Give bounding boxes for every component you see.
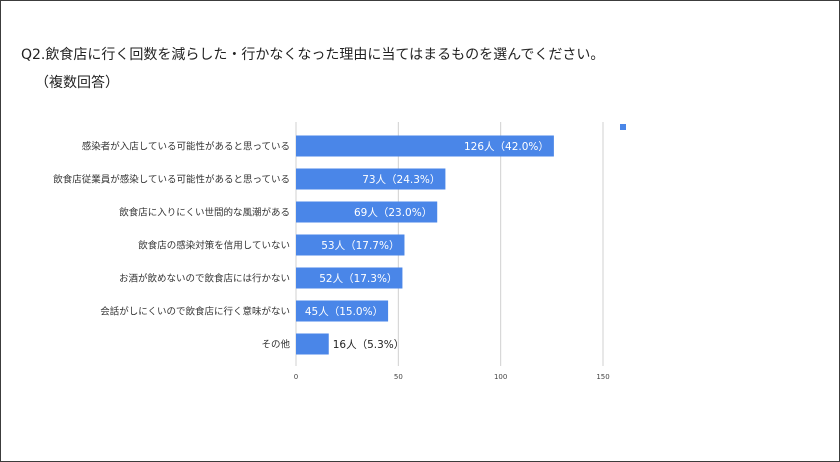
data-label: 16人（5.3%） [333, 339, 405, 351]
category-label: 会話がしにくいので飲食店に行く意味がない [100, 306, 290, 318]
category-label: 飲食店の感染対策を信用していない [138, 240, 290, 252]
bar [296, 267, 403, 289]
data-label: 45人（15.0%） [305, 306, 383, 318]
category-label: その他 [261, 339, 290, 351]
x-tick-label: 100 [494, 373, 507, 381]
x-tick-label: 50 [394, 373, 403, 381]
x-tick-label: 0 [294, 373, 298, 381]
bar [296, 201, 438, 223]
chart-subtitle: （複数回答） [35, 75, 119, 91]
category-label: 飲食店に入りにくい世間的な風潮がある [119, 207, 290, 219]
bar [296, 234, 405, 256]
chart-title: Q2.飲食店に行く回数を減らした・行かなくなった理由に当てはまるものを選んでくだ… [21, 47, 605, 63]
bar [296, 333, 329, 355]
data-label: 52人（17.3%） [319, 273, 397, 285]
category-label: お酒が飲めないので飲食店には行かない [119, 273, 290, 285]
bar [296, 168, 446, 190]
category-label: 飲食店従業員が感染している可能性があると思っている [53, 174, 290, 186]
data-label: 126人（42.0%） [464, 141, 549, 153]
bar [296, 135, 554, 157]
data-label: 73人（24.3%） [362, 174, 440, 186]
category-label: 感染者が入店している可能性があると思っている [82, 141, 290, 153]
x-tick-label: 150 [596, 373, 609, 381]
legend-marker [620, 124, 626, 130]
bar [296, 300, 389, 322]
data-label: 69人（23.0%） [354, 207, 432, 219]
data-label: 53人（17.7%） [321, 240, 399, 252]
